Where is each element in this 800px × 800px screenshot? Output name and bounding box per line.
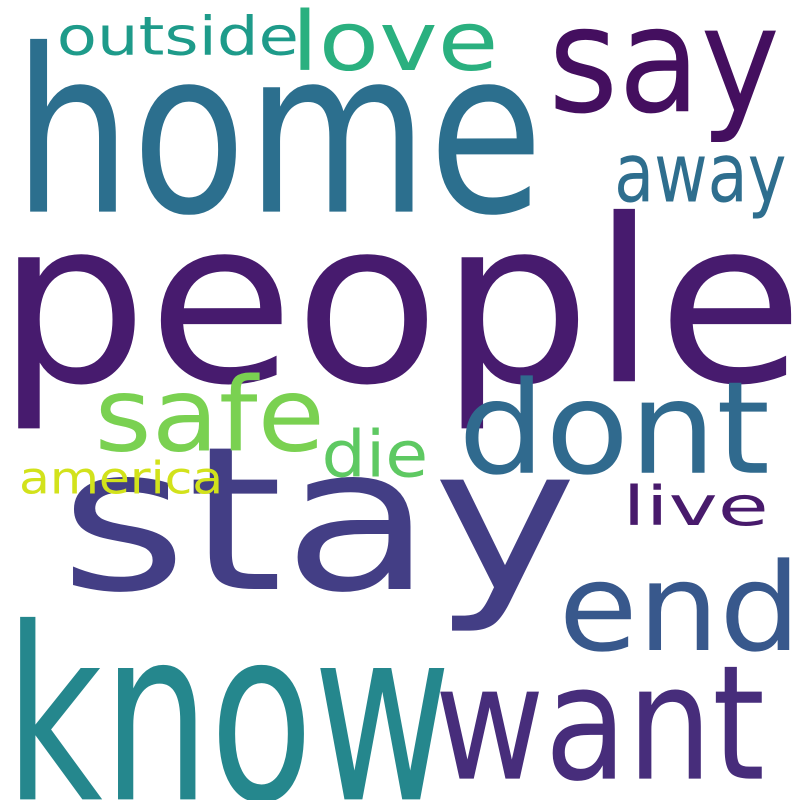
- word-die: die: [321, 416, 429, 492]
- word-love: love: [291, 0, 499, 90]
- word-know: know: [4, 575, 452, 800]
- word-live: live: [622, 474, 769, 539]
- word-america: america: [18, 452, 224, 504]
- word-dont: dont: [458, 353, 771, 504]
- word-home: home: [13, 0, 544, 267]
- word-people: people: [0, 170, 800, 436]
- word-outside: outside: [56, 4, 299, 68]
- word-stay: stay: [59, 403, 578, 637]
- word-end: end: [558, 536, 800, 680]
- word-away: away: [614, 125, 787, 222]
- word-safe: safe: [94, 355, 325, 476]
- word-want: want: [434, 630, 765, 800]
- word-say: say: [548, 0, 780, 147]
